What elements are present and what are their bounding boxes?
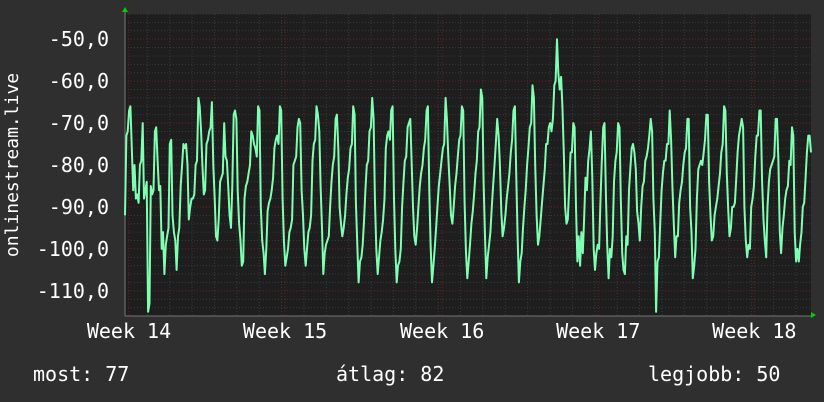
x-tick-label: Week 16	[400, 319, 484, 343]
x-axis-arrow-icon	[811, 312, 816, 318]
grid	[124, 13, 811, 317]
stat-max: legjobb: 50	[648, 362, 781, 386]
x-tick-labels: Week 14 Week 15 Week 16 Week 17 Week 18	[87, 319, 797, 343]
y-tick-labels: -110,0 -100,0 -90,0 -80,0 -70,0 -60,0 -50,0	[37, 27, 109, 303]
y-axis-arrow-icon	[122, 7, 128, 12]
y-tick-label: -70,0	[49, 111, 109, 135]
y-tick-label: -50,0	[49, 27, 109, 51]
x-tick-label: Week 18	[712, 319, 796, 343]
series-line	[124, 38, 812, 313]
y-tick-label: -90,0	[49, 195, 109, 219]
y-tick-label: -100,0	[37, 237, 109, 261]
series-line-layer	[124, 38, 812, 313]
stat-average: átlag: 82	[336, 362, 445, 386]
stat-current: most: 77	[33, 362, 130, 386]
y-tick-label: -110,0	[37, 279, 109, 303]
y-tick-label: -80,0	[49, 153, 109, 177]
x-tick-label: Week 15	[243, 319, 327, 343]
y-axis-label: onlinestream.live	[2, 73, 23, 257]
x-tick-label: Week 14	[87, 319, 171, 343]
y-tick-label: -60,0	[49, 69, 109, 93]
x-tick-label: Week 17	[556, 319, 640, 343]
